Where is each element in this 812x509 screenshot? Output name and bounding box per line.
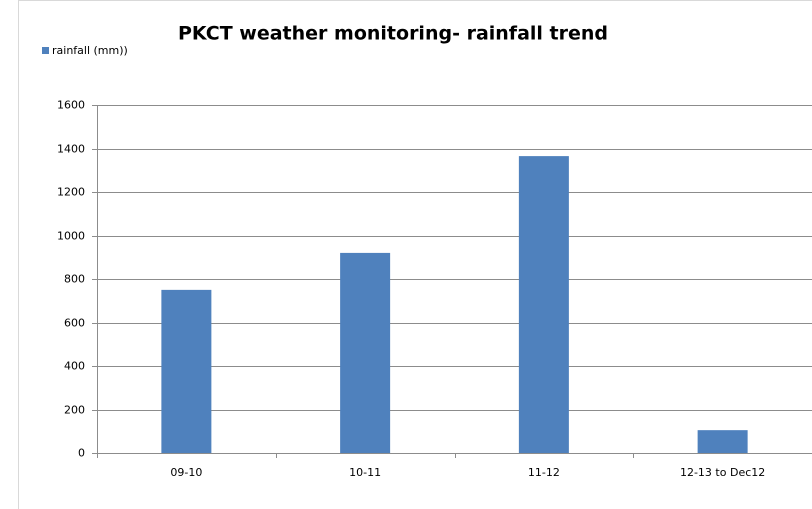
y-tick-label: 200 [64,404,85,417]
x-tick-label: 12-13 to Dec12 [680,466,765,479]
y-tick-label: 1000 [57,230,85,243]
x-tick-label: 09-10 [170,466,202,479]
y-tick-label: 400 [64,360,85,373]
legend-swatch [42,47,49,54]
y-tick-label: 1600 [57,99,85,112]
legend-label: rainfall (mm)) [52,44,128,57]
bar [161,289,212,453]
y-tick-label: 0 [78,447,85,460]
y-tick-label: 1200 [57,186,85,199]
bar [340,252,391,453]
chart-title: PKCT weather monitoring- rainfall trend [178,23,608,45]
bar [518,156,569,454]
x-tick-label: 10-11 [349,466,381,479]
x-tick-label: 11-12 [528,466,560,479]
bar [697,430,748,453]
chart-frame [18,0,812,509]
y-tick-label: 800 [64,273,85,286]
y-tick-label: 1400 [57,143,85,156]
y-tick-label: 600 [64,317,85,330]
